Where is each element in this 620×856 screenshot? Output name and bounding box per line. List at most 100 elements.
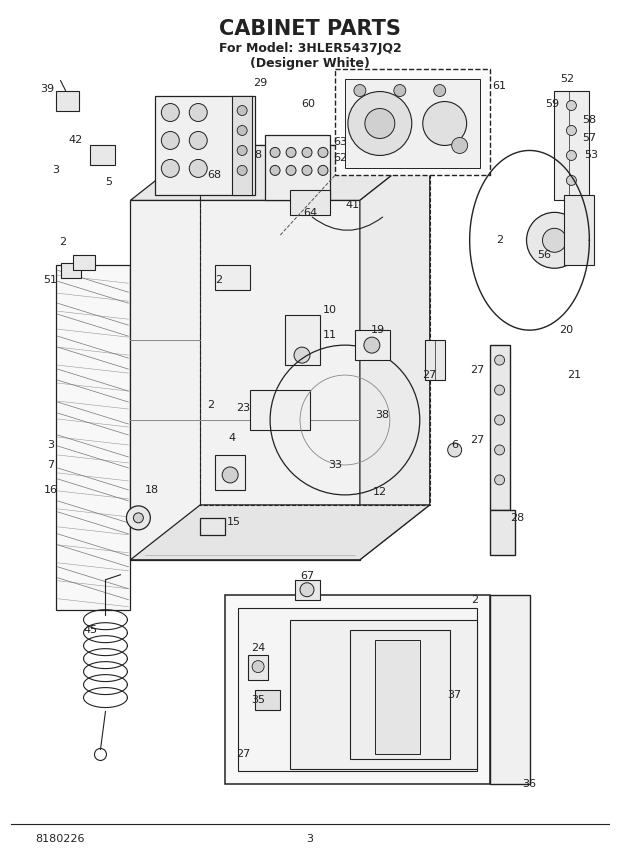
Circle shape (567, 126, 577, 135)
Circle shape (302, 165, 312, 175)
Circle shape (567, 100, 577, 110)
Polygon shape (355, 330, 390, 360)
Polygon shape (238, 608, 477, 771)
Text: 68: 68 (207, 170, 221, 181)
Circle shape (294, 348, 310, 363)
Text: 58: 58 (582, 116, 596, 126)
Polygon shape (130, 505, 430, 560)
Text: 4: 4 (229, 433, 236, 443)
Circle shape (161, 104, 179, 122)
Text: 27: 27 (423, 370, 437, 380)
Polygon shape (250, 390, 310, 430)
Text: 35: 35 (251, 694, 265, 704)
Circle shape (270, 147, 280, 158)
Circle shape (364, 337, 380, 354)
Circle shape (495, 385, 505, 395)
Polygon shape (360, 146, 430, 560)
Polygon shape (56, 265, 130, 609)
Text: CABINET PARTS: CABINET PARTS (219, 19, 401, 39)
Text: 7: 7 (47, 460, 54, 470)
Text: 60: 60 (301, 98, 315, 109)
Text: (Designer White): (Designer White) (250, 57, 370, 70)
Text: 8180226: 8180226 (35, 835, 85, 844)
Circle shape (434, 85, 446, 97)
Polygon shape (215, 455, 245, 490)
Text: 11: 11 (323, 330, 337, 340)
Circle shape (567, 151, 577, 160)
Polygon shape (255, 690, 280, 710)
Circle shape (526, 212, 582, 268)
Text: 45: 45 (84, 625, 97, 634)
Polygon shape (61, 264, 81, 278)
Text: 42: 42 (68, 135, 82, 146)
Circle shape (300, 583, 314, 597)
Text: 19: 19 (371, 325, 385, 336)
Circle shape (448, 443, 462, 457)
Circle shape (161, 132, 179, 150)
Text: 3: 3 (306, 835, 314, 844)
Text: 67: 67 (300, 571, 314, 580)
Polygon shape (215, 265, 250, 290)
Text: 2: 2 (215, 276, 222, 285)
Text: 24: 24 (251, 643, 265, 652)
Circle shape (567, 175, 577, 186)
Circle shape (286, 165, 296, 175)
Circle shape (495, 445, 505, 455)
Text: 63: 63 (333, 138, 347, 147)
Text: eReplacementParts.com: eReplacementParts.com (242, 435, 378, 445)
Circle shape (302, 147, 312, 158)
Text: 2: 2 (471, 595, 478, 604)
Text: 62: 62 (333, 153, 347, 163)
Text: 27: 27 (471, 366, 485, 375)
Polygon shape (375, 639, 420, 754)
Polygon shape (290, 190, 330, 216)
Text: 33: 33 (328, 460, 342, 470)
Circle shape (286, 147, 296, 158)
Text: 61: 61 (492, 80, 507, 91)
Circle shape (237, 105, 247, 116)
Circle shape (318, 147, 328, 158)
Circle shape (318, 165, 328, 175)
Text: 21: 21 (567, 370, 582, 380)
Circle shape (237, 165, 247, 175)
Text: 57: 57 (582, 134, 596, 144)
Polygon shape (290, 620, 477, 770)
Text: 6: 6 (451, 440, 458, 450)
Polygon shape (248, 655, 268, 680)
Text: 10: 10 (323, 306, 337, 315)
Polygon shape (130, 200, 360, 560)
Text: 38: 38 (374, 410, 389, 420)
Text: 3: 3 (47, 440, 54, 450)
Polygon shape (490, 595, 529, 784)
Text: 29: 29 (253, 78, 267, 87)
Text: For Model: 3HLER5437JQ2: For Model: 3HLER5437JQ2 (219, 42, 401, 55)
Circle shape (423, 102, 467, 146)
Circle shape (133, 513, 143, 523)
Text: 41: 41 (346, 200, 360, 211)
Polygon shape (200, 518, 225, 535)
Polygon shape (265, 135, 330, 200)
Text: 52: 52 (560, 74, 575, 84)
Text: 36: 36 (523, 780, 536, 789)
Text: 56: 56 (538, 250, 551, 260)
Circle shape (222, 467, 238, 483)
Circle shape (348, 92, 412, 156)
Circle shape (270, 165, 280, 175)
Circle shape (495, 415, 505, 425)
Text: 5: 5 (105, 177, 112, 187)
Text: 8: 8 (255, 151, 262, 160)
Text: 20: 20 (559, 325, 574, 336)
Text: 12: 12 (373, 487, 387, 496)
Polygon shape (73, 255, 95, 270)
Text: 18: 18 (145, 484, 159, 495)
Text: 39: 39 (40, 84, 55, 93)
Polygon shape (490, 510, 515, 555)
Polygon shape (295, 580, 320, 600)
Circle shape (542, 229, 567, 253)
Text: 15: 15 (227, 517, 241, 526)
Text: 16: 16 (43, 484, 58, 495)
Polygon shape (425, 340, 445, 380)
Polygon shape (564, 195, 595, 265)
Circle shape (189, 159, 207, 177)
Text: 27: 27 (471, 435, 485, 445)
